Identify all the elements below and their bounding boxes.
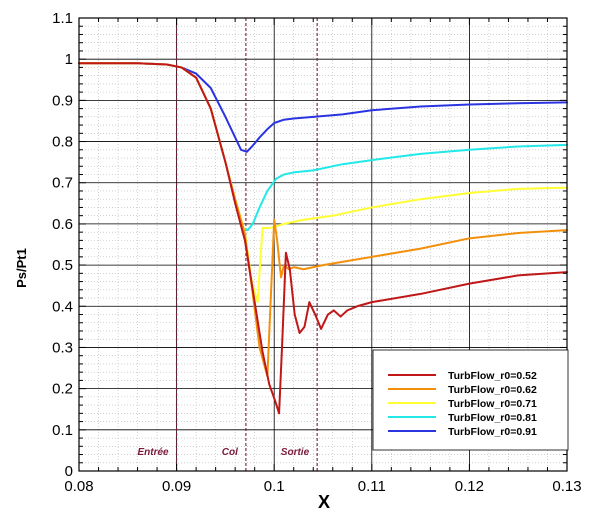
- legend-label: TurbFlow_r0=0.91: [448, 426, 537, 438]
- legend-label: TurbFlow_r0=0.52: [448, 370, 537, 382]
- annotation-label: Entrée: [137, 447, 169, 458]
- x-axis-title: X: [318, 492, 330, 512]
- legend-label: TurbFlow_r0=0.71: [448, 398, 537, 410]
- plot-frame: [78, 17, 568, 472]
- y-tick-label: 0.5: [52, 257, 73, 274]
- x-tick-label: 0.1: [264, 478, 285, 495]
- x-tick-label: 0.13: [552, 478, 581, 495]
- y-tick-labels: 0 0.1 0.2 0.3 0.4 0.5 0.6 0.7 0.8 0.9 1 1.1: [52, 10, 73, 480]
- y-tick-label: 0.8: [52, 134, 73, 151]
- series-line: [78, 62, 568, 153]
- x-tick-labels: 0.08 0.09 0.1 0.11 0.12 0.13: [64, 478, 581, 495]
- legend-label: TurbFlow_r0=0.62: [448, 384, 537, 396]
- annotation-labels: Entrée Col Sortie: [137, 447, 309, 458]
- x-tick-label: 0.12: [455, 478, 484, 495]
- y-tick-label: 0: [65, 463, 73, 480]
- series-layer: [78, 62, 568, 415]
- y-tick-label: 0.7: [52, 175, 73, 192]
- annotation-label: Col: [222, 447, 238, 458]
- x-tick-label: 0.11: [358, 478, 386, 495]
- y-axis-title: Ps/Pt1: [14, 248, 29, 288]
- y-tick-label: 0.4: [52, 298, 73, 315]
- y-tick-label: 0.2: [52, 381, 73, 398]
- series-line: [78, 62, 568, 232]
- y-tick-label: 0.1: [52, 422, 73, 439]
- y-tick-label: 1: [65, 51, 73, 68]
- x-tick-label: 0.09: [162, 478, 191, 495]
- y-tick-label: 0.9: [52, 92, 73, 109]
- series-line: [78, 62, 568, 378]
- y-tick-label: 0.3: [52, 339, 73, 356]
- annotation-label: Sortie: [281, 447, 310, 458]
- series-line: [78, 62, 568, 415]
- y-tick-label: 0.6: [52, 216, 73, 233]
- legend-box: [372, 349, 569, 451]
- legend: TurbFlow_r0=0.52 TurbFlow_r0=0.62 TurbFlow…: [372, 349, 569, 451]
- x-tick-label: 0.08: [64, 478, 93, 495]
- legend-label: TurbFlow_r0=0.81: [448, 412, 537, 424]
- y-tick-label: 1.1: [52, 10, 73, 27]
